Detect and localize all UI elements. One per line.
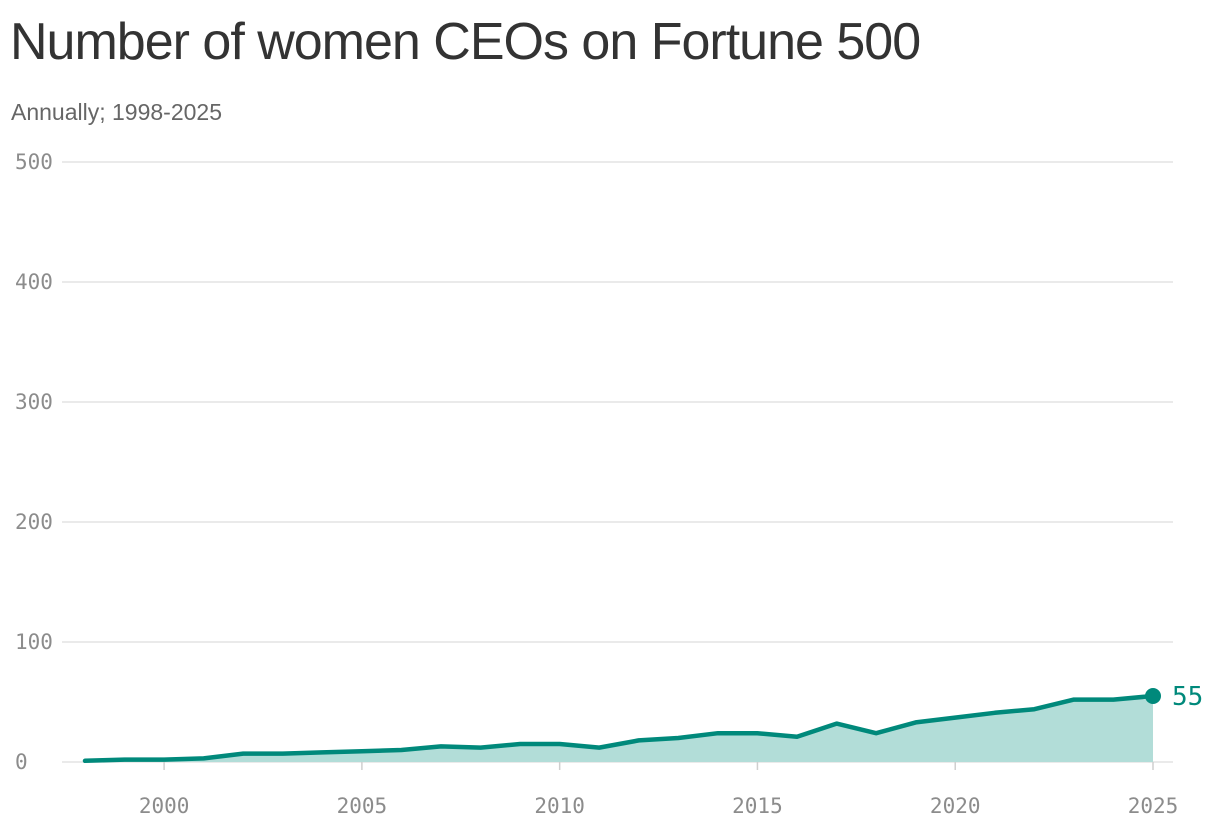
- chart-title: Number of women CEOs on Fortune 500: [10, 13, 921, 71]
- y-tick-label-0: 0: [15, 750, 28, 774]
- x-tick-label-2025: 2025: [1128, 794, 1179, 818]
- end-value-label: 55: [1172, 682, 1203, 712]
- y-tick-label-500: 500: [15, 150, 53, 174]
- series-line: [82, 693, 1156, 764]
- y-tick-label-300: 300: [15, 390, 53, 414]
- x-tick-label-2020: 2020: [930, 794, 981, 818]
- x-tick-label-2010: 2010: [534, 794, 585, 818]
- x-axis-ticks: 2000 2005 2010 2015 2020 2025: [139, 762, 1178, 818]
- x-tick-label-2000: 2000: [139, 794, 190, 818]
- annotations: 55: [1145, 682, 1203, 712]
- x-tick-label-2005: 2005: [337, 794, 388, 818]
- x-tick-label-2015: 2015: [732, 794, 783, 818]
- series-area: [85, 696, 1153, 762]
- y-tick-label-100: 100: [15, 630, 53, 654]
- gridlines: [62, 161, 1173, 763]
- y-tick-label-200: 200: [15, 510, 53, 534]
- y-axis-ticks: 0 100 200 300 400 500: [15, 150, 53, 774]
- series: [82, 693, 1156, 764]
- end-point-marker: [1145, 688, 1161, 704]
- y-tick-label-400: 400: [15, 270, 53, 294]
- chart-subtitle: Annually; 1998-2025: [11, 99, 222, 125]
